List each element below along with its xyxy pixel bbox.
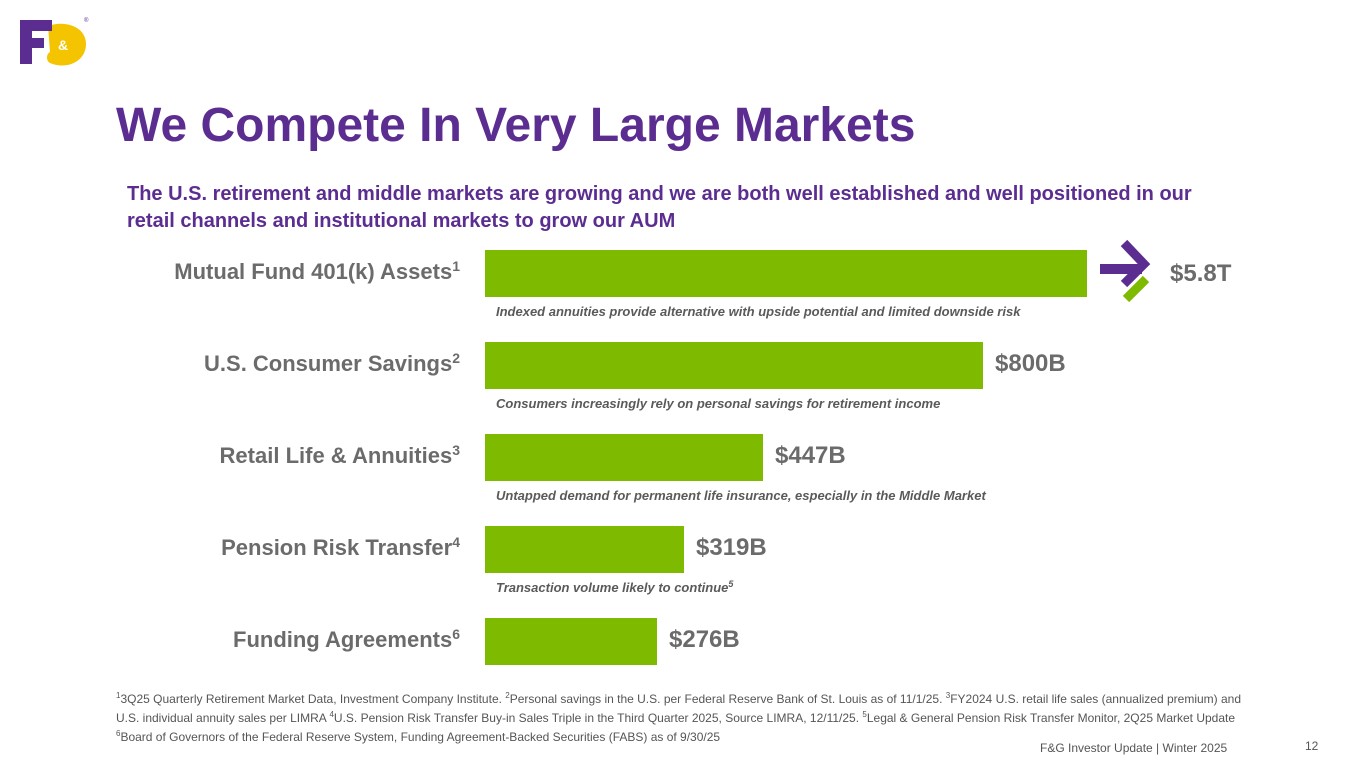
footnote-text: FY2024 U.S. retail life sales (annualize… <box>116 692 1242 725</box>
footnote-number: 5 <box>862 710 867 719</box>
value-label: $319B <box>696 534 767 561</box>
bar-1 <box>485 342 983 389</box>
category-label: Mutual Fund 401(k) Assets1 <box>174 258 460 284</box>
bar-annotation-text: Consumers increasingly rely on personal … <box>496 396 940 411</box>
bar-annotation-text: Transaction volume likely to continue <box>496 580 728 595</box>
category-label: Pension Risk Transfer4 <box>221 534 460 560</box>
category-footnote-ref: 3 <box>452 442 460 458</box>
page-number: 12 <box>1305 739 1319 753</box>
bar-annotation: Indexed annuities provide alternative wi… <box>496 304 1021 319</box>
category-label: U.S. Consumer Savings2 <box>204 350 460 376</box>
category-footnote-ref: 6 <box>452 626 460 642</box>
annotation-footnote-ref: 5 <box>728 579 734 589</box>
bar-annotation: Transaction volume likely to continue5 <box>496 579 734 595</box>
footnote-text: Personal savings in the U.S. per Federal… <box>509 692 946 706</box>
category-label-text: U.S. Consumer Savings <box>204 351 452 376</box>
break-arrow-shaft <box>1100 264 1142 274</box>
category-footnote-ref: 1 <box>452 258 460 274</box>
page-title: We Compete In Very Large Markets <box>116 99 916 152</box>
bar-3 <box>485 526 684 573</box>
footnote-number: 6 <box>116 729 121 738</box>
svg-text:&: & <box>58 37 68 53</box>
value-label: $447B <box>775 442 846 469</box>
footnote-number: 1 <box>116 691 121 700</box>
break-arrow-icon <box>1120 239 1151 288</box>
footnote-number: 3 <box>945 691 951 700</box>
bar-0 <box>485 250 1087 297</box>
bar-annotation-text: Untapped demand for permanent life insur… <box>496 488 986 503</box>
category-label: Retail Life & Annuities3 <box>220 442 461 468</box>
category-footnote-ref: 4 <box>452 534 460 550</box>
bar-4 <box>485 618 657 665</box>
footer-text: F&G Investor Update | Winter 2025 <box>1040 741 1228 755</box>
footnotes: 13Q25 Quarterly Retirement Market Data, … <box>116 688 1246 745</box>
bar-2 <box>485 434 763 481</box>
footnote-text: U.S. Pension Risk Transfer Buy-in Sales … <box>333 711 863 725</box>
value-label: $5.8T <box>1170 260 1232 287</box>
category-label-text: Funding Agreements <box>233 627 452 652</box>
bar-annotation: Untapped demand for permanent life insur… <box>496 488 986 503</box>
footnote-number: 4 <box>329 710 334 719</box>
value-label: $276B <box>669 626 740 653</box>
subtitle: The U.S. retirement and middle markets a… <box>127 183 1192 232</box>
footnote-text: 3Q25 Quarterly Retirement Market Data, I… <box>120 692 506 706</box>
value-label: $800B <box>995 350 1066 377</box>
bar-annotation-text: Indexed annuities provide alternative wi… <box>496 304 1021 319</box>
category-label-text: Retail Life & Annuities <box>220 443 453 468</box>
fg-logo: & ® <box>20 17 89 66</box>
category-label-text: Pension Risk Transfer <box>221 535 453 560</box>
category-footnote-ref: 2 <box>452 350 460 366</box>
break-arrow-accent <box>1122 275 1150 303</box>
footnote-text: Legal & General Pension Risk Transfer Mo… <box>866 711 1236 725</box>
category-label-text: Mutual Fund 401(k) Assets <box>174 259 452 284</box>
footnote-number: 2 <box>505 691 510 700</box>
footnote-text: Board of Governors of the Federal Reserv… <box>120 730 721 744</box>
bar-annotation: Consumers increasingly rely on personal … <box>496 396 940 411</box>
svg-text:®: ® <box>84 17 89 24</box>
category-label: Funding Agreements6 <box>233 626 460 652</box>
